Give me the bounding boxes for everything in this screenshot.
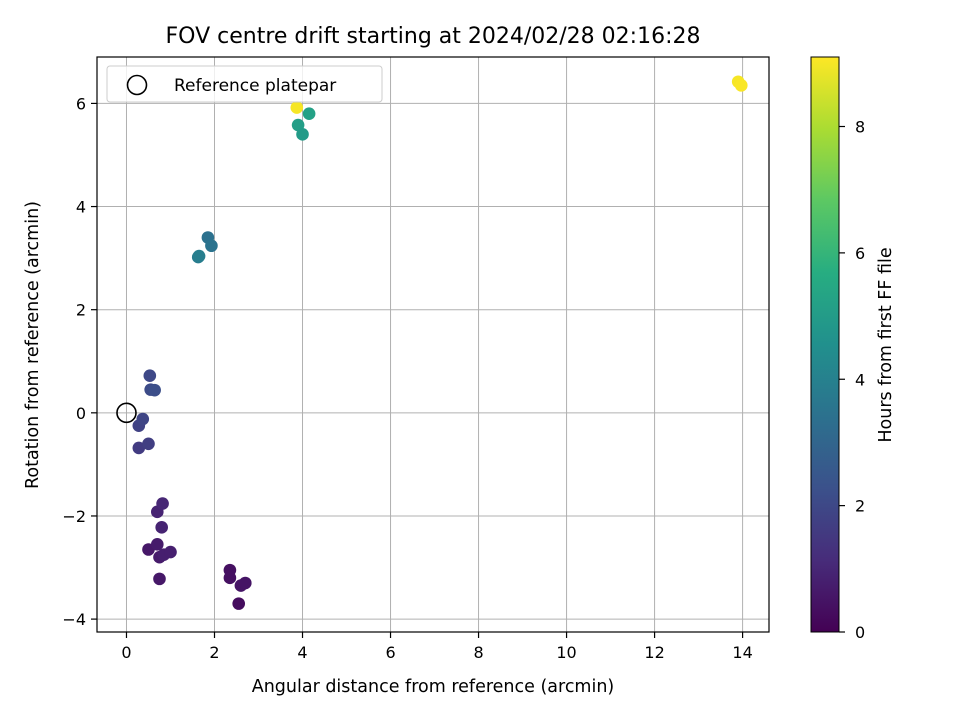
colorbar-tick-label: 8 xyxy=(855,118,865,137)
y-tick-label: 6 xyxy=(76,94,86,113)
x-tick-label: 2 xyxy=(209,643,219,662)
data-point xyxy=(142,437,155,451)
data-point xyxy=(232,597,246,610)
y-tick-label: −4 xyxy=(62,610,86,629)
colorbar-label: Hours from first FF file xyxy=(876,247,896,442)
x-tick-label: 14 xyxy=(732,643,752,662)
legend-marker xyxy=(126,74,148,96)
data-point xyxy=(153,572,166,586)
x-axis-ticks: 0 2 4 6 8 10 12 14 xyxy=(121,632,753,662)
legend-box xyxy=(106,65,383,103)
plot-frame xyxy=(96,56,770,633)
y-tick-label: 4 xyxy=(76,198,86,217)
data-point xyxy=(302,107,316,121)
x-axis-label: Angular distance from reference (arcmin) xyxy=(252,677,615,697)
x-tick-label: 6 xyxy=(385,643,395,662)
scatter-points xyxy=(132,75,748,610)
data-point xyxy=(205,239,218,253)
y-axis-label: Rotation from reference (arcmin) xyxy=(23,201,43,489)
chart-title: FOV centre drift starting at 2024/02/28 … xyxy=(166,24,701,49)
data-point xyxy=(155,521,168,534)
y-tick-label: 2 xyxy=(76,301,86,320)
data-point xyxy=(192,249,206,263)
colorbar-tick-label: 0 xyxy=(855,623,865,642)
x-tick-label: 10 xyxy=(556,643,576,662)
data-point xyxy=(296,128,309,141)
y-tick-label: 0 xyxy=(76,404,86,423)
colorbar-tick-label: 4 xyxy=(855,370,865,389)
x-tick-label: 12 xyxy=(644,643,664,662)
data-point xyxy=(290,101,304,114)
reference-platepar-marker xyxy=(116,402,137,424)
colorbar-tick-label: 2 xyxy=(855,497,865,516)
y-tick-label: −2 xyxy=(62,507,86,526)
colorbar-ticks: 0 2 4 6 8 xyxy=(839,118,865,642)
data-point xyxy=(132,441,146,455)
data-point xyxy=(164,545,177,559)
data-point xyxy=(239,576,252,590)
data-point xyxy=(150,538,164,551)
data-point xyxy=(143,369,157,382)
legend-entry-reference: Reference platepar xyxy=(174,76,336,96)
x-tick-label: 4 xyxy=(297,643,307,662)
data-point xyxy=(136,412,150,426)
data-point xyxy=(156,497,169,510)
grid-lines xyxy=(97,57,769,632)
x-tick-label: 8 xyxy=(473,643,483,662)
colorbar xyxy=(810,56,840,633)
data-point xyxy=(223,571,237,585)
y-axis-ticks: −4 −2 0 2 4 6 xyxy=(62,94,97,629)
data-point xyxy=(734,79,748,92)
colorbar-tick-label: 6 xyxy=(855,244,865,263)
x-tick-label: 0 xyxy=(121,643,131,662)
data-point xyxy=(148,383,161,397)
legend: Reference platepar xyxy=(106,65,383,103)
